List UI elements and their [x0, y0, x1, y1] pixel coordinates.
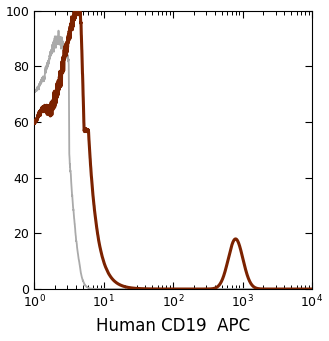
- X-axis label: Human CD19  APC: Human CD19 APC: [96, 317, 250, 336]
